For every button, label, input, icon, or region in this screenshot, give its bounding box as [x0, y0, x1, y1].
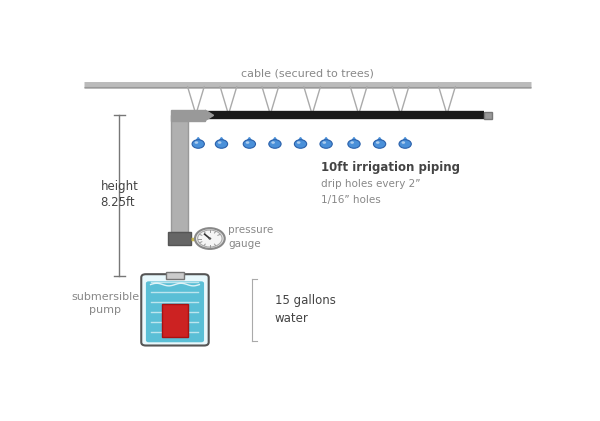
Circle shape	[399, 140, 411, 148]
Polygon shape	[350, 138, 358, 143]
Text: 15 gallons
water: 15 gallons water	[275, 294, 336, 325]
Circle shape	[320, 140, 332, 148]
Text: 8.25ft: 8.25ft	[101, 196, 135, 209]
Text: drip holes every 2”: drip holes every 2”	[322, 179, 421, 189]
Circle shape	[218, 141, 221, 144]
Circle shape	[243, 140, 256, 148]
FancyBboxPatch shape	[169, 232, 191, 245]
FancyBboxPatch shape	[171, 110, 205, 120]
Polygon shape	[296, 138, 304, 143]
Circle shape	[376, 141, 380, 144]
Circle shape	[297, 141, 301, 144]
Circle shape	[215, 140, 227, 148]
Circle shape	[192, 140, 205, 148]
Circle shape	[269, 140, 281, 148]
Circle shape	[195, 228, 225, 249]
Polygon shape	[271, 138, 279, 143]
FancyBboxPatch shape	[146, 281, 204, 342]
Polygon shape	[401, 138, 409, 143]
Text: pressure
gauge: pressure gauge	[229, 225, 274, 248]
Circle shape	[348, 140, 360, 148]
Circle shape	[322, 141, 326, 144]
Polygon shape	[322, 138, 330, 143]
Text: 1/16” holes: 1/16” holes	[322, 195, 381, 205]
Polygon shape	[205, 110, 214, 120]
Text: 10ft irrigation piping: 10ft irrigation piping	[322, 161, 460, 174]
Polygon shape	[218, 138, 226, 143]
Text: height: height	[101, 180, 139, 193]
Polygon shape	[376, 138, 383, 143]
Circle shape	[295, 140, 307, 148]
FancyBboxPatch shape	[166, 272, 184, 279]
Text: submersible
pump: submersible pump	[71, 292, 139, 315]
Text: cable (secured to trees): cable (secured to trees)	[241, 69, 374, 79]
FancyBboxPatch shape	[162, 304, 188, 337]
Circle shape	[401, 141, 405, 144]
Circle shape	[194, 141, 198, 144]
FancyBboxPatch shape	[171, 115, 188, 232]
Polygon shape	[245, 138, 253, 143]
Circle shape	[350, 141, 354, 144]
Polygon shape	[194, 138, 202, 143]
Circle shape	[373, 140, 386, 148]
Circle shape	[271, 141, 275, 144]
FancyBboxPatch shape	[484, 112, 491, 119]
FancyBboxPatch shape	[141, 274, 209, 346]
Circle shape	[208, 237, 211, 240]
Circle shape	[197, 230, 222, 247]
Circle shape	[245, 141, 250, 144]
